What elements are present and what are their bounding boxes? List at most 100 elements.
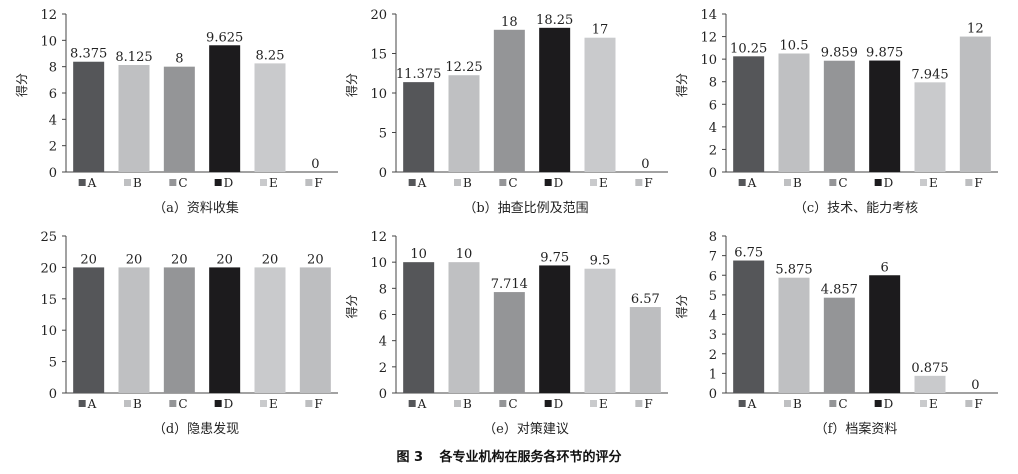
legend-label-E: E: [929, 397, 938, 411]
bar-B: [118, 267, 150, 393]
bar-value-label: 8.25: [256, 48, 285, 63]
bar-A: [403, 82, 435, 172]
y-tick-label: 2: [379, 361, 387, 376]
y-tick-label: 0: [709, 387, 717, 402]
legend-swatch-D: [214, 179, 222, 186]
legend-label-C: C: [838, 397, 847, 411]
panel-caption: （d）隐患发现: [153, 421, 239, 437]
y-tick-label: 2: [709, 143, 717, 158]
y-tick-label: 4: [49, 113, 57, 128]
legend-swatch-B: [124, 179, 131, 186]
y-tick-label: 5: [709, 289, 717, 304]
bar-B: [448, 75, 480, 172]
legend-label-E: E: [269, 397, 278, 411]
bar-value-label: 8.375: [70, 47, 107, 62]
legend-swatch-F: [635, 179, 643, 186]
bar-A: [733, 260, 765, 393]
legend-swatch-A: [738, 400, 746, 407]
bar-E: [254, 63, 286, 172]
legend-label-A: A: [747, 397, 757, 411]
legend-swatch-A: [408, 179, 416, 186]
chart-panel-4: 0 5 10 15 20 25 20 20 20 20 20 20 A B C D E F （d）隐患发现: [40, 230, 338, 437]
legend-swatch-C: [169, 400, 177, 407]
chart-panel-1: 0 2 4 6 8 10 12 得分 8.375 8.125 8 9.625 8.25 0 A B C D E F （a…: [14, 8, 338, 216]
legend-label-C: C: [508, 176, 517, 190]
legend-swatch-E: [590, 400, 597, 407]
legend-label-A: A: [417, 176, 427, 190]
y-tick-label: 6: [709, 98, 717, 113]
bar-value-label: 20: [216, 252, 233, 267]
y-tick-label: 15: [370, 48, 387, 63]
bar-value-label: 8.125: [115, 50, 152, 65]
legend-label-F: F: [314, 176, 322, 190]
bar-E: [584, 268, 616, 393]
legend-label-B: B: [793, 176, 802, 190]
bar-value-label: 6: [881, 260, 889, 275]
legend-swatch-C: [829, 400, 837, 407]
bar-F: [629, 307, 661, 393]
legend-label-E: E: [599, 397, 608, 411]
bar-value-label: 4.857: [821, 283, 858, 298]
bar-B: [448, 262, 480, 393]
bar-B: [778, 53, 810, 172]
bar-value-label: 0: [311, 157, 319, 172]
legend-swatch-D: [874, 179, 882, 186]
y-tick-label: 0: [379, 166, 387, 181]
legend-label-D: D: [224, 176, 234, 190]
chart-panel-5: 0 2 4 6 8 10 12 得分 10 10 7.714 9.75 9.5 6.57 A B C D E F （e）…: [344, 230, 668, 437]
legend-label-F: F: [974, 176, 982, 190]
y-tick-label: 20: [370, 8, 387, 23]
panel-caption: （f）档案资料: [815, 422, 898, 437]
figure-caption: 图 3 各专业机构在服务各环节的评分: [0, 446, 1018, 465]
legend-label-E: E: [929, 176, 938, 190]
y-tick-label: 10: [700, 53, 717, 68]
bar-C: [823, 60, 855, 172]
y-tick-label: 20: [40, 261, 57, 276]
legend-label-E: E: [269, 176, 278, 190]
y-axis-title: 得分: [674, 294, 689, 318]
bar-value-label: 12.25: [445, 60, 482, 75]
y-tick-label: 0: [379, 387, 387, 402]
bar-value-label: 9.5: [590, 254, 611, 269]
bar-value-label: 7.714: [491, 277, 528, 292]
bar-value-label: 20: [80, 252, 97, 267]
legend-swatch-F: [305, 400, 313, 407]
legend-swatch-C: [499, 400, 507, 407]
legend-label-F: F: [314, 397, 322, 411]
legend-swatch-A: [408, 400, 416, 407]
y-tick-label: 8: [709, 76, 717, 91]
y-tick-label: 25: [40, 230, 57, 245]
chart-panel-3: 0 2 4 6 8 10 12 14 得分 10.25 10.5 9.859 9.875 7.945 12 A…: [674, 8, 998, 216]
legend-swatch-A: [78, 400, 86, 407]
figure-number: 图 3: [396, 450, 424, 465]
bar-C: [163, 267, 195, 393]
bar-D: [209, 267, 241, 393]
bar-value-label: 12: [967, 22, 984, 37]
chart-panel-2: 0 5 10 15 20 得分 11.375 12.25 18 18.25 17 0 A B C D E F （b）…: [344, 8, 668, 216]
legend-label-F: F: [974, 397, 982, 411]
y-axis-title: 得分: [344, 73, 359, 97]
legend-label-F: F: [644, 397, 652, 411]
y-tick-label: 5: [379, 127, 387, 142]
legend-swatch-E: [260, 179, 267, 186]
legend-swatch-D: [874, 400, 882, 407]
panel-caption: （b）抽查比例及范围: [463, 201, 588, 216]
y-axis-title: 得分: [674, 73, 689, 97]
bar-E: [254, 267, 286, 393]
bar-value-label: 9.875: [866, 46, 903, 61]
legend-swatch-B: [784, 179, 791, 186]
bar-value-label: 10: [410, 247, 427, 262]
y-tick-label: 8: [49, 61, 57, 76]
bar-C: [493, 292, 525, 393]
figure-title: 各专业机构在服务各环节的评分: [439, 450, 622, 465]
legend-swatch-E: [920, 179, 927, 186]
bar-value-label: 0: [641, 157, 649, 172]
bar-value-label: 9.75: [540, 250, 569, 265]
bar-value-label: 0.875: [911, 361, 948, 376]
legend-swatch-F: [635, 400, 643, 407]
panel-caption: （c）技术、能力考核: [794, 201, 918, 216]
bar-value-label: 10.25: [730, 41, 767, 56]
bar-value-label: 9.625: [206, 30, 243, 45]
bar-A: [733, 56, 765, 173]
bar-value-label: 18.25: [536, 13, 573, 28]
